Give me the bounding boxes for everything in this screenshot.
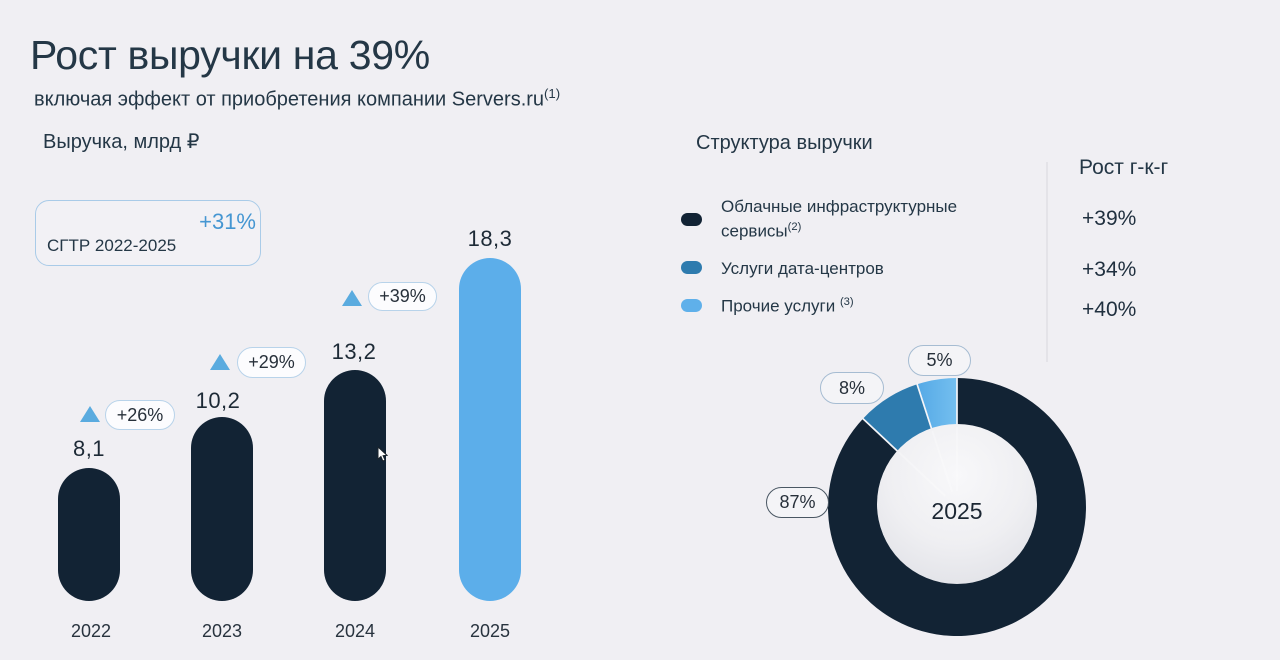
svg-text:2025: 2025 xyxy=(931,498,982,524)
